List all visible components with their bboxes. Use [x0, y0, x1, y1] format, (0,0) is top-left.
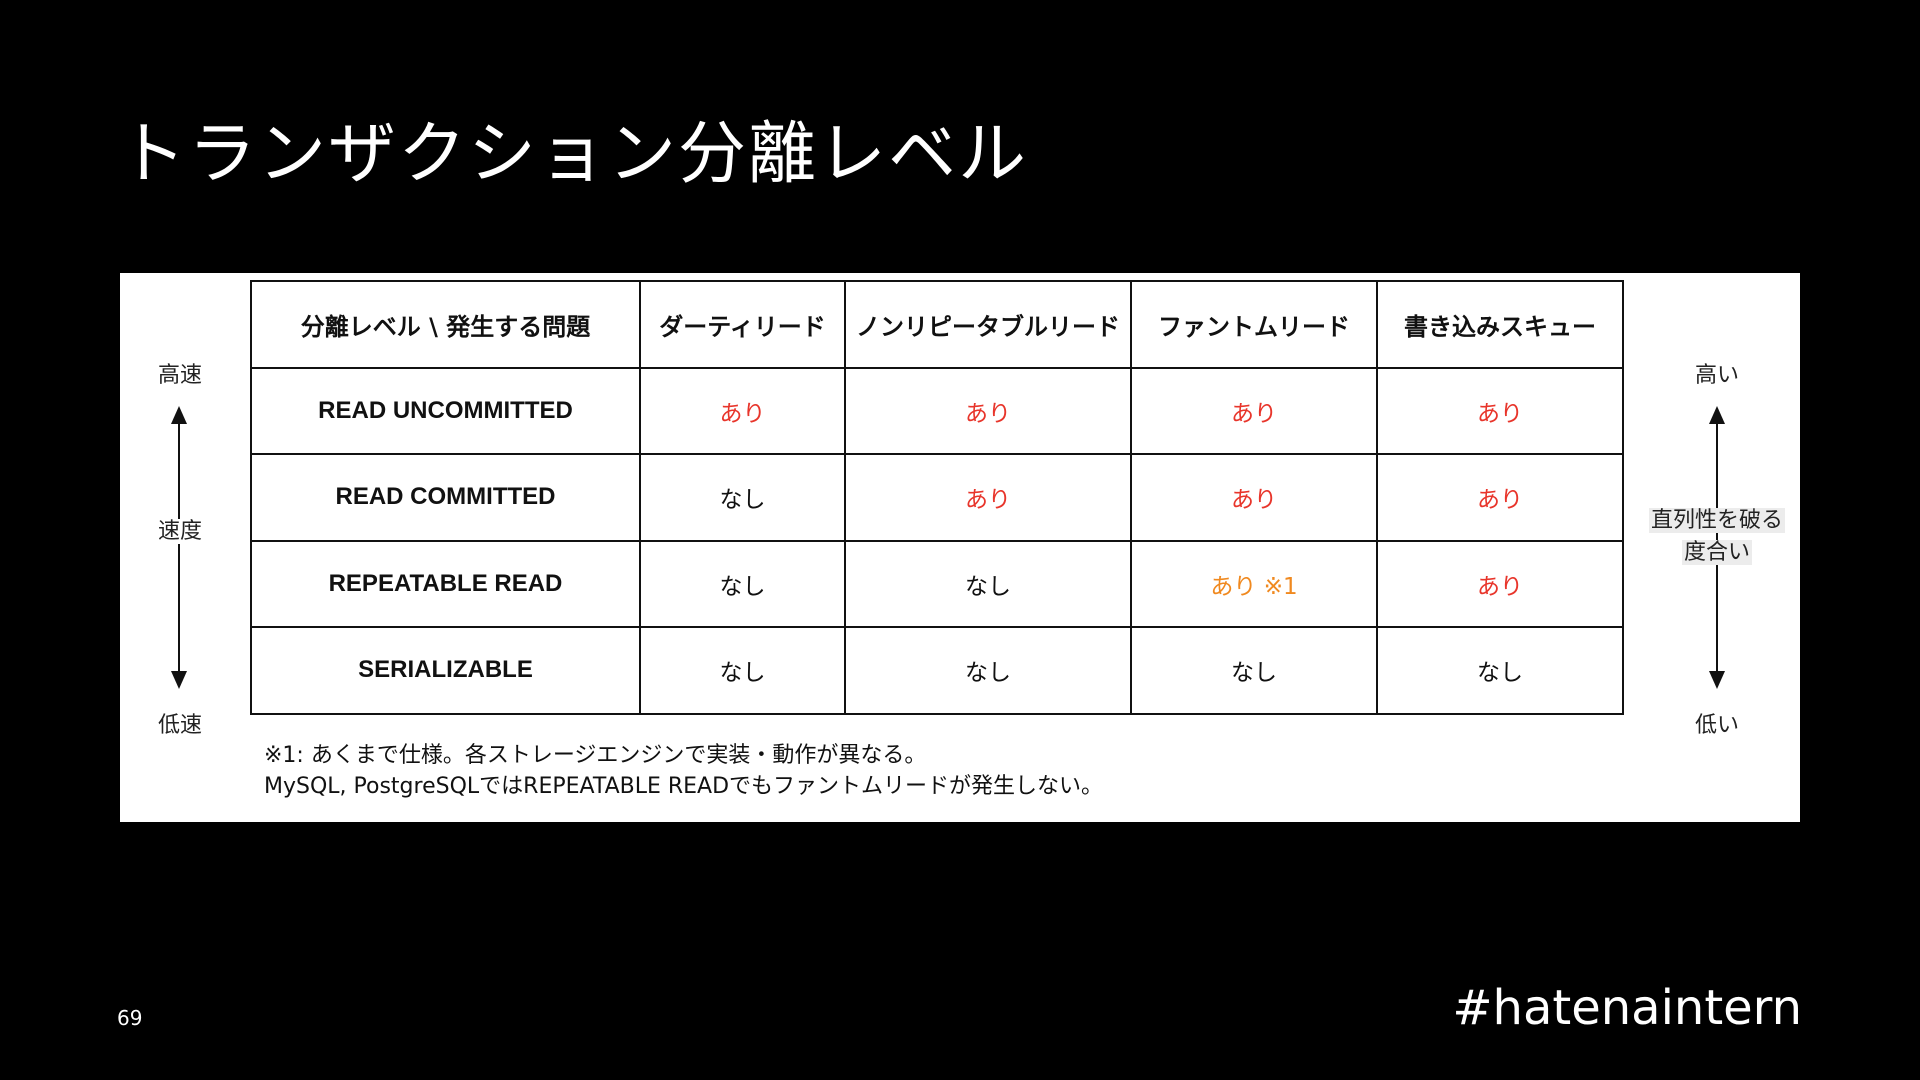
cell: あり [1130, 366, 1378, 455]
arrow-up-icon [171, 406, 187, 424]
cell: なし [1376, 626, 1624, 715]
cell: あり [639, 366, 846, 455]
table-row: SERIALIZABLE なし なし なし なし [250, 626, 1624, 715]
serializability-label-line2: 度合い [1681, 540, 1752, 565]
isolation-table: 分離レベル \ 発生する問題 ダーティリード ノンリピータブルリード ファントム… [250, 280, 1624, 715]
table-row: READ UNCOMMITTED あり あり あり あり [250, 366, 1624, 455]
level-name: SERIALIZABLE [250, 626, 641, 715]
cell: なし [639, 626, 846, 715]
header-level-problem: 分離レベル \ 発生する問題 [250, 280, 641, 369]
speed-label: 速度 [155, 519, 204, 544]
header-write-skew: 書き込みスキュー [1376, 280, 1624, 369]
left-axis-middle-label: 速度 [120, 513, 240, 545]
page-number: 69 [117, 1006, 143, 1030]
level-name: READ COMMITTED [250, 453, 641, 542]
right-axis-top-label: 高い [1694, 363, 1739, 388]
table-row: REPEATABLE READ なし なし あり ※1 あり [250, 539, 1624, 628]
cell: あり [1376, 453, 1624, 542]
table-row: READ COMMITTED なし あり あり あり [250, 453, 1624, 542]
footnote-line: ※1: あくまで仕様。各ストレージエンジンで実装・動作が異なる。 [264, 743, 927, 768]
footnote-line: MySQL, PostgreSQLではREPEATABLE READでもファント… [264, 774, 1104, 799]
cell: なし [844, 626, 1132, 715]
hashtag: #hatenaintern [1452, 980, 1802, 1036]
arrow-up-icon [1709, 406, 1725, 424]
cell: あり [844, 453, 1132, 542]
header-dirty-read: ダーティリード [639, 280, 846, 369]
cell: なし [639, 453, 846, 542]
cell: なし [639, 539, 846, 628]
cell: あり [844, 366, 1132, 455]
cell: なし [1130, 626, 1378, 715]
level-name: READ UNCOMMITTED [250, 366, 641, 455]
cell: あり [1376, 539, 1624, 628]
slide-title: トランザクション分離レベル [118, 115, 1029, 194]
right-axis-bottom-label: 低い [1694, 713, 1739, 738]
footnote: ※1: あくまで仕様。各ストレージエンジンで実装・動作が異なる。 MySQL, … [264, 740, 1103, 802]
cell: なし [844, 539, 1132, 628]
serializability-label-line1: 直列性を破る [1648, 508, 1785, 533]
isolation-level-figure: 高速 速度 低速 分離レベル \ 発生する問題 ダーティリード ノンリピータブル… [120, 273, 1800, 822]
header-phantom-read: ファントムリード [1130, 280, 1378, 369]
left-axis-top-label: 高速 [157, 363, 202, 388]
right-axis-middle-label: 直列性を破る 度合い [1637, 505, 1797, 569]
arrow-down-icon [1709, 671, 1725, 689]
table-header-row: 分離レベル \ 発生する問題 ダーティリード ノンリピータブルリード ファントム… [250, 280, 1624, 369]
header-non-repeatable-read: ノンリピータブルリード [844, 280, 1132, 369]
left-axis-bottom-label: 低速 [157, 713, 202, 738]
level-name: REPEATABLE READ [250, 539, 641, 628]
cell: あり [1130, 453, 1378, 542]
left-axis-line [178, 421, 180, 671]
cell: あり [1376, 366, 1624, 455]
cell: あり ※1 [1130, 539, 1378, 628]
arrow-down-icon [171, 671, 187, 689]
